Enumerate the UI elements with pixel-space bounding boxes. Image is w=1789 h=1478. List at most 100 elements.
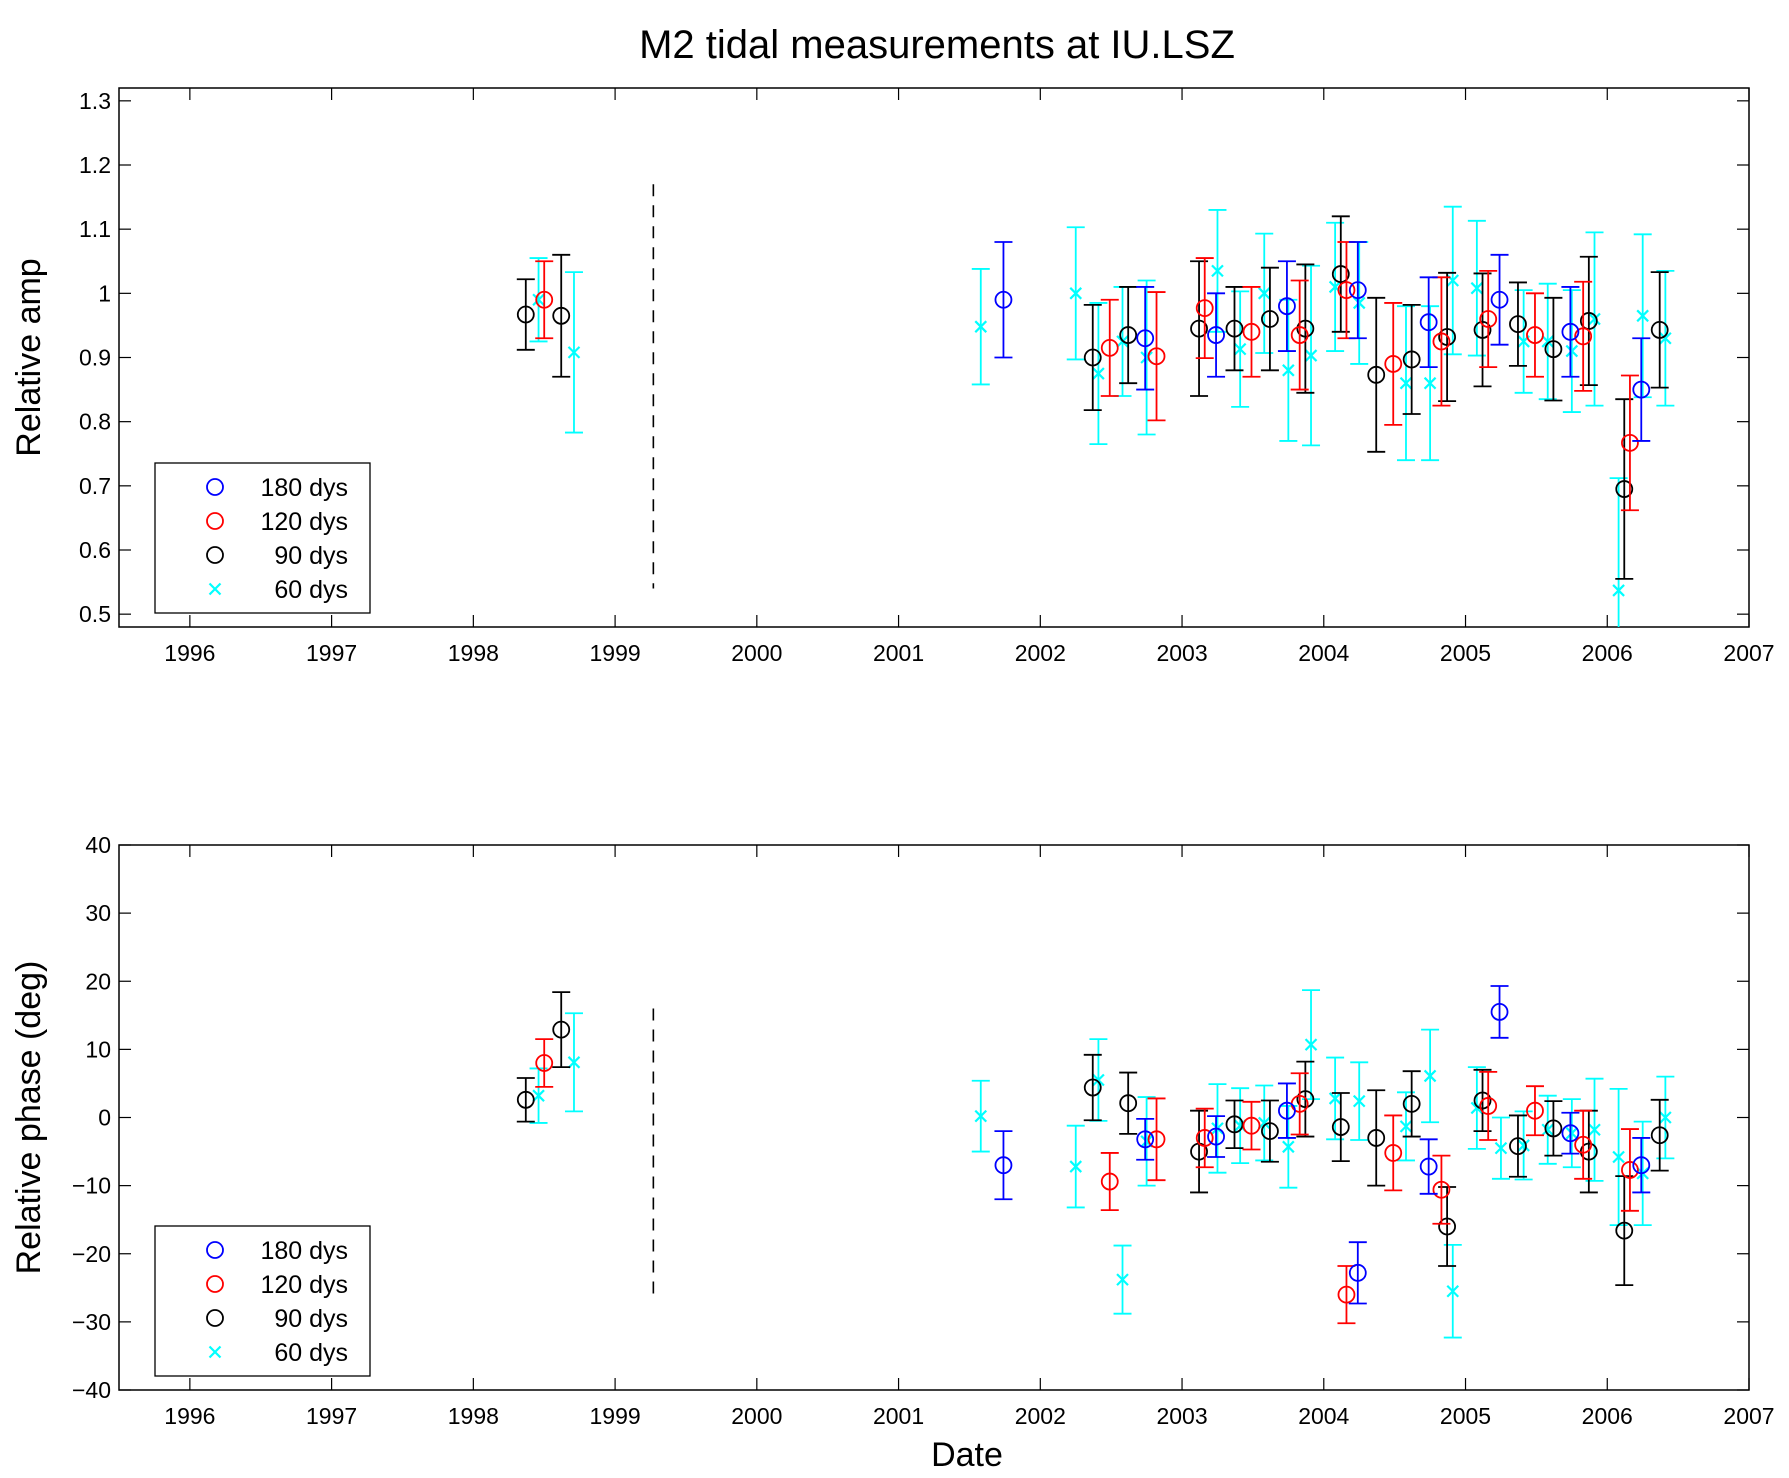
phase-legend-label-60-dys: 60 dys bbox=[274, 1339, 348, 1367]
phase-point-120-dys bbox=[1242, 1116, 1261, 1135]
phase-point-180-dys bbox=[1419, 1157, 1438, 1176]
phase-legend-marker-stroke bbox=[208, 1345, 222, 1359]
phase-point-stroke bbox=[532, 1089, 545, 1102]
amp-legend-label-180-dys: 180 dys bbox=[260, 474, 348, 502]
phase-point-60-dys bbox=[1069, 1160, 1083, 1173]
amp-ytick-label: 0.7 bbox=[79, 473, 111, 499]
amp-point-120-dys bbox=[1337, 281, 1356, 300]
phase-point-120-dys bbox=[1147, 1130, 1166, 1149]
amp-point-120-dys bbox=[1384, 355, 1403, 373]
phase-point-90-dys bbox=[1438, 1217, 1456, 1236]
phase-point-90-dys bbox=[552, 1020, 571, 1039]
amp-point-120-dys bbox=[1526, 326, 1544, 344]
amp-point-stroke bbox=[1636, 309, 1649, 323]
amp-point-180-dys bbox=[994, 290, 1013, 309]
phase-point-90-dys bbox=[1473, 1091, 1492, 1110]
phase-point-stroke bbox=[1092, 1073, 1105, 1087]
phase-legend-marker-180-dys bbox=[206, 1241, 224, 1259]
amp-point-120-dys bbox=[1195, 299, 1214, 317]
amp-point-90-dys bbox=[1367, 365, 1386, 384]
phase-point-120-dys bbox=[1384, 1144, 1403, 1162]
amp-point-60-dys bbox=[1352, 296, 1366, 310]
x-axis-label: Date bbox=[931, 1436, 1003, 1474]
amp-point-60-dys bbox=[1257, 287, 1271, 300]
amp-point-stroke bbox=[1211, 264, 1224, 278]
phase-point-180-dys bbox=[1490, 1003, 1509, 1021]
amp-point-60-dys bbox=[1233, 342, 1247, 356]
amp-point-90-dys bbox=[1615, 480, 1634, 498]
amp-point-stroke bbox=[1659, 331, 1672, 345]
phase-point-stroke bbox=[1565, 1126, 1579, 1140]
amp-point-60-dys bbox=[1541, 335, 1555, 348]
phase-point-stroke bbox=[1612, 1150, 1625, 1164]
amp-point-180-dys bbox=[1278, 297, 1296, 316]
phase-point-120-dys bbox=[1479, 1097, 1498, 1115]
phase-xtick-label: 2007 bbox=[1723, 1403, 1774, 1429]
phase-point-stroke bbox=[1541, 1123, 1555, 1137]
amp-point-90-dys bbox=[1119, 326, 1138, 344]
amp-y-axis-label: Relative amp bbox=[10, 258, 48, 456]
phase-point-stroke bbox=[1517, 1139, 1530, 1152]
amp-legend: 180 dys 120 dys 90 dys 60 dys bbox=[154, 462, 371, 614]
amp-point-120-dys bbox=[1432, 332, 1451, 351]
amp-point-stroke bbox=[1565, 344, 1579, 358]
amp-point-60-dys bbox=[1092, 367, 1105, 380]
phase-ytick-label: −30 bbox=[72, 1309, 111, 1335]
amp-ytick-label: 0.9 bbox=[79, 345, 111, 371]
phase-ytick-label: 0 bbox=[98, 1105, 111, 1131]
amp-point-60-dys bbox=[1282, 364, 1295, 377]
amp-ytick-label: 0.8 bbox=[79, 409, 111, 435]
phase-point-90-dys bbox=[1509, 1137, 1527, 1156]
amp-point-stroke bbox=[1612, 584, 1625, 597]
phase-y-axis-label: Relative phase (deg) bbox=[10, 961, 48, 1275]
phase-data-group bbox=[516, 985, 1675, 1339]
amp-point-90-dys bbox=[1438, 328, 1456, 346]
amp-point-60-dys bbox=[1612, 584, 1625, 597]
amp-point-stroke bbox=[974, 320, 988, 333]
amp-legend-label-120-dys: 120 dys bbox=[260, 508, 348, 536]
amp-point-180-dys bbox=[1348, 281, 1367, 300]
amp-point-90-dys bbox=[1544, 340, 1563, 359]
amp-point-stroke bbox=[1328, 280, 1342, 294]
phase-xtick-label: 1998 bbox=[448, 1403, 499, 1429]
amp-point-60-dys bbox=[567, 346, 581, 359]
amp-point-60-dys bbox=[1588, 312, 1601, 326]
phase-point-stroke bbox=[1399, 1120, 1413, 1133]
amp-data-group bbox=[516, 205, 1675, 627]
phase-point-60-dys bbox=[1282, 1140, 1295, 1154]
phase-point-60-dys bbox=[1423, 1069, 1437, 1083]
amp-point-90-dys bbox=[1402, 350, 1421, 369]
amp-point-90-dys bbox=[1579, 312, 1598, 330]
amp-point-120-dys bbox=[1479, 310, 1498, 328]
amp-xtick-label: 1996 bbox=[164, 640, 215, 666]
phase-xtick-label: 2004 bbox=[1298, 1403, 1349, 1429]
phase-legend-box bbox=[154, 1225, 371, 1377]
amp-legend-label-90-dys: 90 dys bbox=[274, 542, 348, 570]
amp-point-stroke bbox=[1069, 287, 1083, 300]
phase-xtick-label: 2000 bbox=[731, 1403, 782, 1429]
amp-point-60-dys bbox=[1659, 331, 1672, 345]
phase-point-120-dys bbox=[1432, 1180, 1451, 1199]
amp-point-180-dys bbox=[1490, 290, 1509, 309]
phase-point-60-dys bbox=[1565, 1126, 1579, 1140]
amp-point-90-dys bbox=[1509, 315, 1527, 334]
phase-xtick-label: 2005 bbox=[1440, 1403, 1491, 1429]
amp-point-stroke bbox=[1399, 376, 1413, 390]
amp-xtick-label: 2003 bbox=[1156, 640, 1207, 666]
phase-point-stroke bbox=[1257, 1116, 1271, 1130]
phase-point-180-dys bbox=[1136, 1130, 1155, 1149]
amp-point-90-dys bbox=[516, 305, 535, 324]
amp-xtick-label: 2005 bbox=[1440, 640, 1491, 666]
phase-point-120-dys bbox=[1195, 1129, 1214, 1147]
amp-point-120-dys bbox=[1242, 322, 1261, 341]
amp-point-60-dys bbox=[1304, 349, 1318, 362]
phase-point-90-dys bbox=[1615, 1221, 1634, 1240]
phase-point-60-dys bbox=[1517, 1139, 1530, 1152]
phase-point-stroke bbox=[1282, 1140, 1295, 1154]
phase-ytick-label: 10 bbox=[85, 1036, 111, 1062]
amp-point-120-dys bbox=[1147, 347, 1166, 366]
phase-ytick-label: 30 bbox=[85, 900, 111, 926]
amp-point-90-dys bbox=[1473, 321, 1492, 339]
amp-point-90-dys bbox=[1650, 321, 1669, 339]
amp-ytick-label: 0.5 bbox=[79, 601, 111, 627]
